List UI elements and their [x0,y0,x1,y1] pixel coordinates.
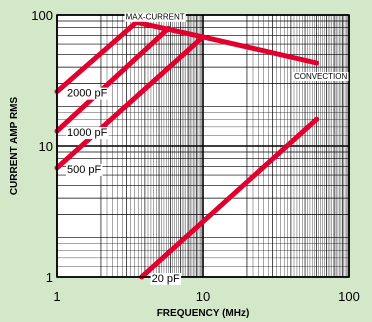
series-line [139,116,320,280]
annotation-label-bg [124,12,186,22]
series-line [54,34,206,171]
y-tick-label: 1 [46,270,53,285]
annotation-label: MAX-CURRENT [126,13,185,22]
x-tick-label: 10 [196,289,210,304]
annotation-label: CONVECTION [294,72,348,81]
series-line [133,19,320,66]
series-labels: 2000 pF 1000 pF 500 pF 20 pF MAX-CURRENT CONV… [66,12,349,285]
y-tick-label: 100 [31,8,53,23]
series-label: 20 pF [152,273,180,285]
tick-labels: 1 10 100 1 10 100 [31,8,360,304]
series-label: 500 pF [67,164,102,176]
series-label-bg [150,273,182,285]
series-lines [54,19,320,280]
x-axis-title: FREQUENCY (MHz) [157,308,250,319]
series-label-bg [66,163,103,176]
plot-frame [56,14,350,278]
annotation-label-bg [292,72,349,82]
series-label-bg [66,87,109,100]
y-tick-label: 10 [39,139,53,154]
series-line [54,19,139,95]
series-label: 1000 pF [67,127,108,139]
series-label: 2000 pF [67,88,108,100]
y-axis-title: CURRENT AMP RMS [9,97,20,196]
x-tick-label: 1 [53,289,60,304]
series-label-bg [66,127,109,140]
x-tick-label: 100 [338,289,360,304]
series-line [54,25,171,134]
